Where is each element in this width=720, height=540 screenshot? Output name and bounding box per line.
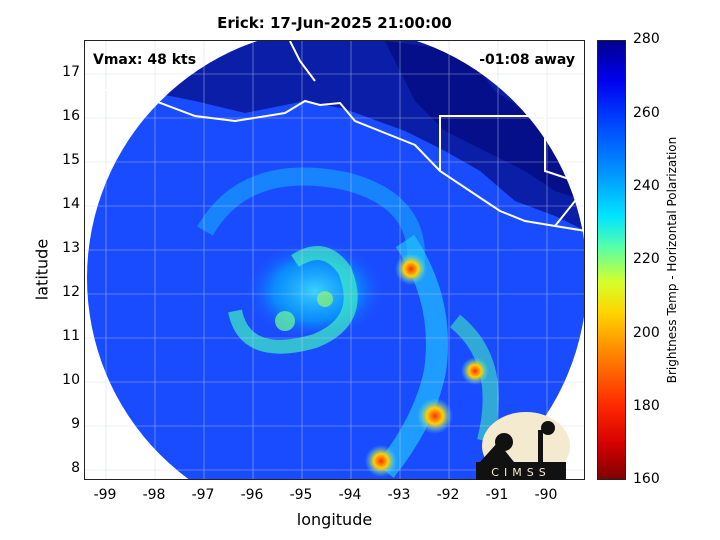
swath-region xyxy=(87,41,584,479)
ytick-14: 14 xyxy=(62,196,80,212)
ytick-15: 15 xyxy=(62,152,80,168)
xtick-neg96: -96 xyxy=(240,487,264,503)
xtick-neg95: -95 xyxy=(289,487,313,503)
coastlines xyxy=(85,41,584,232)
logo-text: CIMSS xyxy=(491,466,550,479)
convection-cell-5 xyxy=(275,311,295,331)
colorbar xyxy=(597,40,626,480)
convection-cell-2 xyxy=(461,357,489,385)
highland-region xyxy=(385,41,584,201)
ytick-13: 13 xyxy=(62,240,80,256)
xtick-neg94: -94 xyxy=(338,487,362,503)
convection-cell-4 xyxy=(365,445,397,477)
ytick-9: 9 xyxy=(71,416,80,432)
convection-cell-1 xyxy=(395,253,427,285)
x-axis-label: longitude xyxy=(296,510,373,529)
xtick-neg97: -97 xyxy=(191,487,215,503)
ytick-17: 17 xyxy=(62,64,80,80)
xtick-neg98: -98 xyxy=(142,487,166,503)
colorbar-tick-260: 260 xyxy=(633,105,660,121)
chart-title: Erick: 17-Jun-2025 21:00:00 xyxy=(217,14,452,32)
map-svg xyxy=(85,41,584,479)
ytick-16: 16 xyxy=(62,108,80,124)
ytick-11: 11 xyxy=(62,328,80,344)
xtick-neg90: -90 xyxy=(534,487,558,503)
convection-cell-3 xyxy=(417,398,453,434)
ytick-10: 10 xyxy=(62,372,80,388)
colorbar-tick-200: 200 xyxy=(633,325,660,341)
colorbar-tick-240: 240 xyxy=(633,178,660,194)
vmax-label: Vmax: 48 kts xyxy=(93,52,197,68)
colorbar-tick-220: 220 xyxy=(633,251,660,267)
map-plot-area[interactable] xyxy=(84,40,585,480)
colorbar-tick-160: 160 xyxy=(633,471,660,487)
spiral-band-outer xyxy=(197,167,426,273)
convection-cell-6 xyxy=(317,291,333,307)
xtick-neg99: -99 xyxy=(93,487,117,503)
time-away-label: -01:08 away xyxy=(479,52,575,68)
xtick-neg91: -91 xyxy=(485,487,509,503)
grid-lines xyxy=(85,41,584,479)
xtick-neg92: -92 xyxy=(436,487,460,503)
spiral-band-inner xyxy=(228,246,358,354)
y-axis-label: latitude xyxy=(32,238,52,301)
colorbar-label: Brightness Temp - Horizontal Polarizatio… xyxy=(665,136,679,384)
ytick-12: 12 xyxy=(62,284,80,300)
colorbar-tick-180: 180 xyxy=(633,398,660,414)
xtick-neg93: -93 xyxy=(387,487,411,503)
colorbar-tick-280: 280 xyxy=(633,31,660,47)
ytick-8: 8 xyxy=(71,460,80,476)
cimss-logo: CIMSS xyxy=(476,412,570,480)
